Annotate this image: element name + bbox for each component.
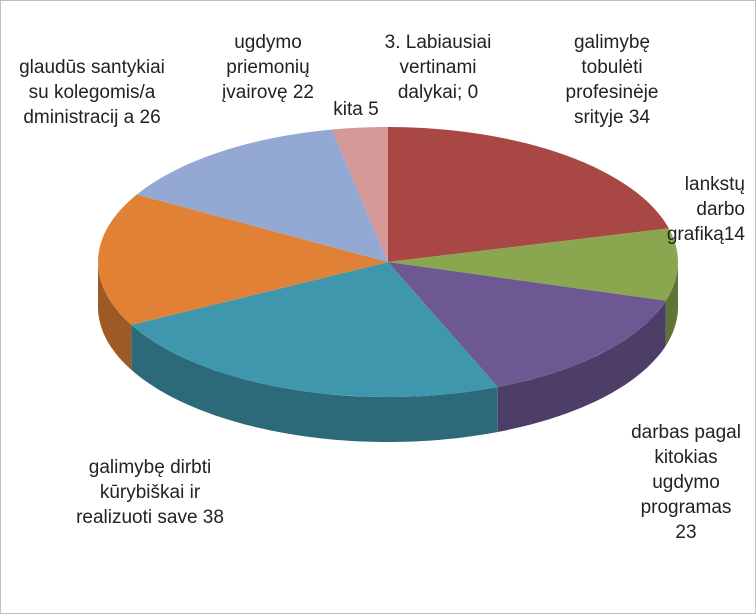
data-label: lankstų darbo grafiką14 xyxy=(655,172,745,247)
slice xyxy=(136,129,388,262)
value-label: 14 xyxy=(723,224,745,245)
value-label: 22 xyxy=(292,82,314,103)
category-label: galimybę tobulėti profesinėje srityje xyxy=(565,32,659,128)
slice xyxy=(388,127,669,262)
category-label: ugdymo priemonių įvairovę xyxy=(222,32,310,103)
data-label: kita 5 xyxy=(326,97,386,122)
slice-side xyxy=(665,262,678,346)
category-label: galimybę dirbti kūrybiškai ir realizuoti… xyxy=(76,457,212,528)
slice xyxy=(388,262,666,387)
value-label: 38 xyxy=(202,507,224,528)
data-label: ugdymo priemonių įvairovę 22 xyxy=(203,30,333,105)
category-label: kita xyxy=(333,99,363,120)
value-label: 34 xyxy=(628,107,651,128)
slice-side xyxy=(131,324,498,442)
value-label: 0 xyxy=(467,82,479,103)
slice-side xyxy=(98,262,132,370)
slice xyxy=(98,194,389,325)
category-label: glaudūs santykiai su kolegomis/a dminist… xyxy=(19,57,165,128)
slice-side xyxy=(497,300,666,432)
value-label: 26 xyxy=(139,107,161,128)
slice xyxy=(388,228,678,301)
data-label: galimybę tobulėti profesinėje srityje 34 xyxy=(550,30,675,130)
value-label: 5 xyxy=(368,99,379,120)
slice xyxy=(131,262,498,398)
data-label: galimybę dirbti kūrybiškai ir realizuoti… xyxy=(75,455,225,530)
data-label: darbas pagal kitokias ugdymo programas 2… xyxy=(631,420,741,545)
slice xyxy=(332,127,388,262)
category-label: 3. Labiausiai vertinami dalykai; xyxy=(384,32,492,103)
data-label: 3. Labiausiai vertinami dalykai; 0 xyxy=(373,30,503,105)
data-label: glaudūs santykiai su kolegomis/a dminist… xyxy=(17,55,167,130)
value-label: 23 xyxy=(675,522,697,543)
category-label: darbas pagal kitokias ugdymo programas xyxy=(631,422,741,518)
category-label: lankstų darbo grafiką xyxy=(666,174,745,245)
